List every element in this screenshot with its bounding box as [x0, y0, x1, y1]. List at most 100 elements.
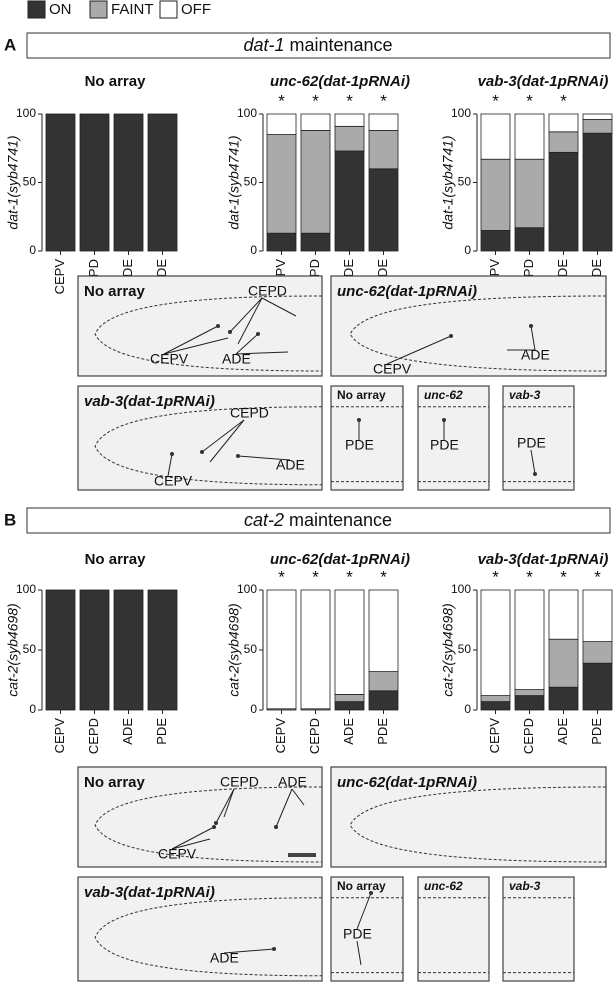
- pointer-line: [163, 337, 229, 355]
- y-axis-label: cat-2(syb4698): [440, 603, 456, 696]
- bar-segment: [334, 113, 365, 127]
- panel-title-italic: dat-1: [243, 35, 284, 55]
- bar-segment: [147, 589, 178, 711]
- chart-title: vab-3(dat-1pRNAi): [478, 73, 609, 90]
- x-tick-label: CEPD: [307, 718, 322, 754]
- panel-title-rest: maintenance: [289, 35, 392, 55]
- bar-segment: [582, 589, 613, 642]
- cell-label: CEPD: [220, 774, 259, 790]
- bar-segment: [480, 113, 511, 160]
- pointer-line: [163, 325, 219, 355]
- micrograph-title: vab-3(dat-1pRNAi): [84, 884, 215, 901]
- bar-segment: [480, 589, 511, 696]
- bar-segment: [368, 168, 399, 252]
- chart-title: No array: [85, 73, 147, 90]
- cell-body: [357, 418, 361, 422]
- micrograph: [77, 876, 323, 982]
- cell-label: CEPV: [154, 473, 193, 489]
- panel-letter: B: [4, 510, 16, 529]
- micrograph: [330, 385, 404, 491]
- legend-label: ON: [49, 1, 72, 18]
- pointer-line: [237, 455, 291, 461]
- micrograph: [330, 275, 607, 377]
- bar-segment: [514, 589, 545, 690]
- micrograph-title: No array: [84, 283, 146, 300]
- y-tick-label: 0: [464, 243, 471, 257]
- significance-mark: *: [346, 91, 353, 110]
- cell-label: PDE: [517, 435, 546, 451]
- y-axis-label: cat-2(syb4698): [5, 603, 21, 696]
- worm-outline: [94, 897, 323, 977]
- significance-mark: *: [594, 567, 601, 586]
- significance-mark: *: [278, 567, 285, 586]
- pointer-line: [275, 788, 293, 828]
- bar-segment: [480, 695, 511, 702]
- chart-title: No array: [85, 551, 147, 568]
- bar-segment: [300, 232, 331, 252]
- x-tick-label: ADE: [341, 718, 356, 745]
- x-tick-label: PDE: [589, 718, 604, 745]
- cell-label: ADE: [278, 774, 307, 790]
- y-tick-label: 50: [23, 175, 37, 189]
- x-tick-label: PDE: [375, 718, 390, 745]
- significance-mark: *: [312, 567, 319, 586]
- worm-outline: [94, 786, 323, 863]
- micrograph-title: No array: [84, 774, 146, 791]
- bar-segment: [582, 132, 613, 252]
- bar-segment: [514, 158, 545, 229]
- bar-segment: [548, 589, 579, 640]
- micrograph-title: unc-62(dat-1pRNAi): [337, 283, 477, 300]
- bar-segment: [514, 695, 545, 711]
- bar-segment: [582, 119, 613, 134]
- legend-swatch: [89, 0, 108, 19]
- cell-body: [369, 891, 373, 895]
- bar-segment: [368, 671, 399, 692]
- y-tick-label: 50: [244, 175, 258, 189]
- cell-body: [236, 454, 240, 458]
- micrograph-title: vab-3: [509, 879, 541, 893]
- micrograph-title: unc-62: [424, 879, 463, 893]
- micrograph: [330, 876, 404, 982]
- pointer-line: [209, 419, 245, 463]
- micrograph-title: unc-62: [424, 388, 463, 402]
- y-tick-label: 100: [451, 582, 471, 596]
- chart-title: vab-3(dat-1pRNAi): [478, 551, 609, 568]
- panel-title-rest: maintenance: [289, 510, 392, 530]
- panel-title: dat-1 maintenance: [243, 35, 392, 55]
- bar-segment: [300, 113, 331, 131]
- pointer-line: [237, 297, 263, 345]
- significance-mark: *: [278, 91, 285, 110]
- bar-segment: [548, 151, 579, 252]
- bar-segment: [368, 690, 399, 711]
- y-axis-label: dat-1(syb4741): [226, 135, 242, 229]
- cell-label: PDE: [345, 437, 374, 453]
- bar-segment: [113, 589, 144, 711]
- legend-label: OFF: [181, 1, 211, 18]
- cell-label: ADE: [210, 950, 239, 966]
- pointer-line: [291, 788, 305, 806]
- micrograph: [502, 876, 575, 982]
- panel-letter: A: [4, 35, 16, 54]
- bar-segment: [548, 131, 579, 153]
- pointer-line: [201, 419, 245, 453]
- bar-segment: [514, 113, 545, 160]
- significance-mark: *: [560, 91, 567, 110]
- pointer-line: [530, 325, 536, 351]
- y-tick-label: 100: [16, 106, 36, 120]
- x-tick-label: CEPV: [273, 718, 288, 754]
- worm-outline: [94, 295, 323, 372]
- y-tick-label: 100: [451, 106, 471, 120]
- significance-mark: *: [526, 91, 533, 110]
- x-tick-label: CEPV: [52, 259, 67, 295]
- pointer-line: [235, 351, 289, 355]
- bar-segment: [514, 227, 545, 252]
- pointer-line: [235, 333, 259, 355]
- pointer-line: [171, 826, 215, 850]
- micrograph: [77, 385, 323, 491]
- bar-segment: [480, 158, 511, 231]
- cell-label: CEPV: [150, 351, 189, 367]
- cell-label: CEPV: [158, 846, 197, 862]
- bar-segment: [334, 701, 365, 711]
- bar-segment: [480, 230, 511, 252]
- bar-segment: [368, 130, 399, 170]
